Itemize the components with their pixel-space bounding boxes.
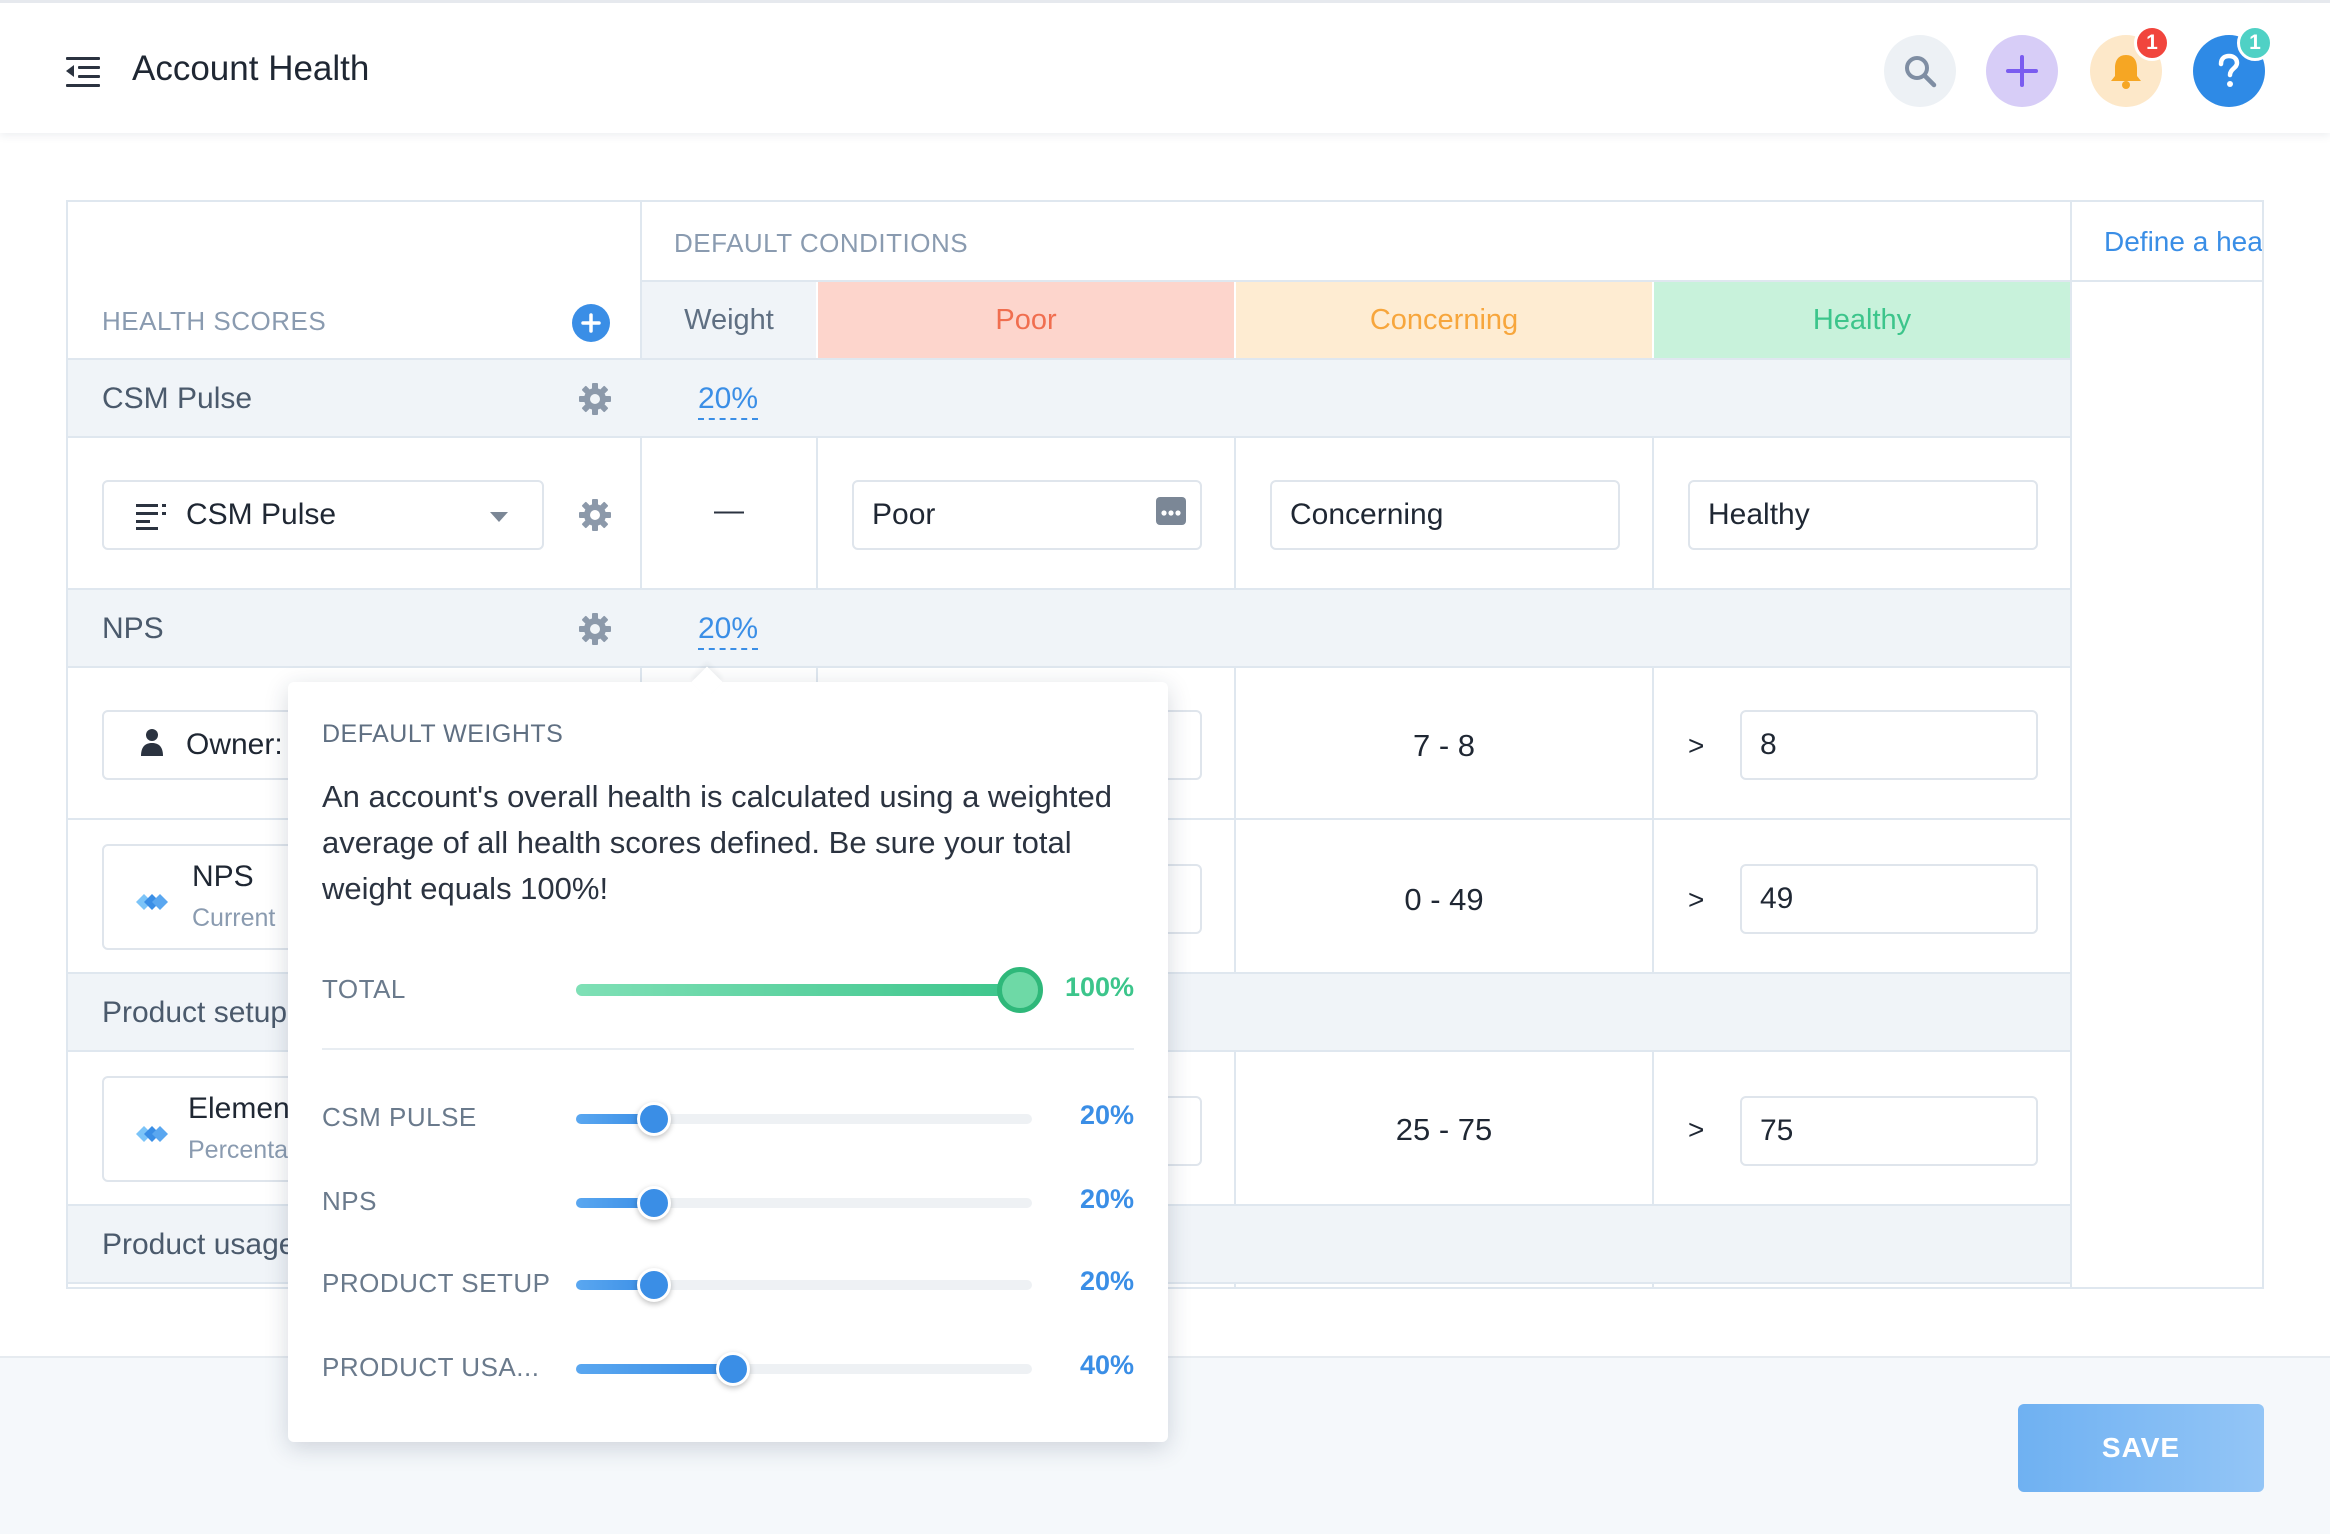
weight-slider-knob[interactable]: [637, 1186, 672, 1220]
score-select-label: NPS: [192, 860, 254, 893]
group-label: Product usage: [102, 1228, 296, 1261]
row-divider: [68, 358, 2070, 360]
weight-slider[interactable]: [576, 1268, 1032, 1302]
weight-link[interactable]: 20%: [698, 382, 759, 420]
healthy-value-input[interactable]: [1740, 1096, 2038, 1166]
group-row-nps: NPS 20%: [68, 590, 2070, 668]
weight-slider-knob[interactable]: [637, 1268, 672, 1302]
define-health-link[interactable]: Define a hea: [2104, 226, 2263, 257]
group-label: NPS: [102, 612, 164, 645]
greater-than-operator: >: [1688, 730, 1705, 761]
slider-label: NPS: [322, 1186, 377, 1216]
healthy-value-input[interactable]: [1688, 480, 2038, 550]
diamond-icon: [136, 1126, 168, 1142]
total-slider-fill: [576, 984, 1020, 996]
diamond-icon: [136, 894, 168, 910]
default-weights-popover: DEFAULT WEIGHTS An account's overall hea…: [288, 666, 1168, 1442]
notifications-button[interactable]: 1: [2090, 25, 2170, 107]
group-label: CSM Pulse: [102, 382, 253, 415]
total-slider-knob: [997, 967, 1043, 1013]
help-button[interactable]: 1: [2193, 25, 2273, 107]
list-icon: [136, 504, 166, 530]
slider-value: 40%: [1079, 1350, 1134, 1380]
weight-slider[interactable]: [576, 1186, 1032, 1220]
save-button[interactable]: SAVE: [2018, 1404, 2264, 1492]
weight-slider[interactable]: [576, 1352, 1032, 1386]
score-select-label: Element: [188, 1092, 299, 1125]
slider-label: PRODUCT USA...: [322, 1352, 540, 1382]
gear-icon[interactable]: [578, 382, 612, 416]
chevron-down-icon: [490, 512, 508, 522]
bell-icon: [2111, 55, 2141, 89]
poor-column-header: Poor: [818, 282, 1234, 358]
total-label: TOTAL: [322, 974, 406, 1004]
score-select-sublabel: Current: [192, 904, 276, 932]
row-divider: [640, 280, 2262, 282]
gear-icon[interactable]: [578, 498, 612, 532]
gear-icon[interactable]: [578, 612, 612, 646]
plus-icon: [581, 313, 601, 333]
slider-value: 20%: [1079, 1184, 1134, 1214]
weight-slider[interactable]: [576, 1102, 1032, 1136]
weight-link[interactable]: 20%: [698, 612, 759, 650]
column-divider: [1652, 358, 1654, 1287]
add-button[interactable]: [1986, 35, 2058, 107]
search-icon: [1905, 56, 1937, 88]
score-select-label: Owner:: [186, 728, 283, 761]
total-slider: [576, 967, 1043, 1013]
group-label: Product setup: [102, 996, 288, 1029]
help-badge: 1: [2237, 25, 2273, 61]
plus-icon: [2006, 55, 2038, 87]
healthy-value-input[interactable]: [1740, 864, 2038, 934]
concerning-range: 7 - 8: [1412, 728, 1476, 763]
weight-slider-fill: [576, 1114, 655, 1124]
concerning-range: 0 - 49: [1404, 882, 1484, 917]
group-row-csm-pulse: CSM Pulse 20%: [68, 360, 2070, 438]
popover-title: DEFAULT WEIGHTS: [322, 720, 564, 748]
popover-divider: [322, 1048, 1134, 1050]
healthy-column-header: Healthy: [1654, 282, 2070, 358]
weight-slider-fill: [576, 1364, 733, 1374]
notification-badge: 1: [2134, 25, 2170, 61]
more-options-icon[interactable]: [1156, 497, 1186, 525]
score-select[interactable]: CSM Pulse: [102, 480, 544, 550]
poor-value-input[interactable]: [852, 480, 1202, 550]
greater-than-operator: >: [1688, 1114, 1705, 1145]
column-divider: [2070, 202, 2072, 1287]
weight-slider-fill: [576, 1198, 655, 1208]
popover-description: An account's overall health is calculate…: [322, 779, 1113, 906]
score-select-sublabel: Percenta: [188, 1136, 289, 1164]
weight-slider-knob[interactable]: [715, 1352, 750, 1386]
help-icon: [2218, 53, 2240, 87]
top-bar: Account Health 1 1: [0, 0, 2330, 133]
total-value: 100%: [1064, 972, 1134, 1002]
default-conditions-header: DEFAULT CONDITIONS: [674, 228, 969, 258]
concerning-value-input[interactable]: [1270, 480, 1620, 550]
slider-label: CSM PULSE: [322, 1102, 477, 1132]
menu-collapse-icon[interactable]: [66, 57, 100, 87]
health-scores-header: HEALTH SCORES: [102, 306, 327, 336]
page-title: Account Health: [132, 49, 370, 88]
concerning-range: 25 - 75: [1395, 1112, 1493, 1147]
healthy-value-input[interactable]: [1740, 710, 2038, 780]
slider-value: 20%: [1079, 1266, 1134, 1296]
weight-slider-knob[interactable]: [637, 1102, 672, 1136]
search-button[interactable]: [1884, 35, 1956, 107]
slider-value: 20%: [1079, 1100, 1134, 1130]
concerning-column-header: Concerning: [1236, 282, 1652, 358]
score-select-label: CSM Pulse: [186, 498, 337, 531]
row-divider: [68, 588, 2070, 590]
weight-dash: —: [714, 494, 744, 527]
weight-slider-fill: [576, 1280, 655, 1290]
greater-than-operator: >: [1688, 884, 1705, 915]
person-icon: [141, 729, 163, 756]
slider-label: PRODUCT SETUP: [322, 1268, 551, 1298]
weight-column-header: Weight: [642, 282, 816, 358]
add-health-score-button[interactable]: [572, 304, 610, 342]
column-divider: [1234, 358, 1236, 1287]
